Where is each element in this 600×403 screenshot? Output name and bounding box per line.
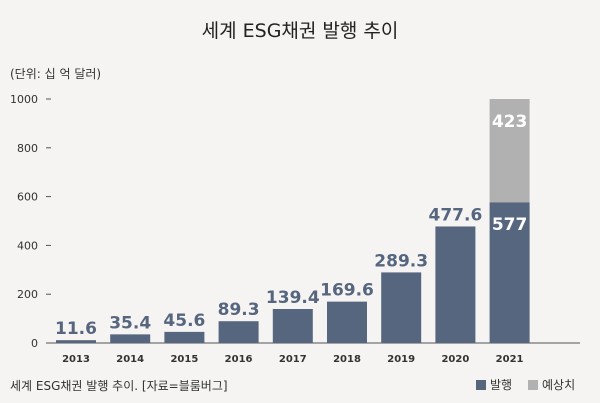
unit-label: (단위: 십 억 달러) — [10, 67, 101, 81]
data-label-forecast: 423 — [492, 112, 528, 132]
data-label-issued: 89.3 — [218, 300, 260, 320]
chart-title: 세계 ESG채권 발행 추이 — [202, 20, 399, 42]
x-tick-label: 2019 — [387, 354, 415, 365]
bar-issued — [272, 308, 313, 343]
x-tick-label: 2013 — [62, 354, 90, 365]
data-label-issued: 45.6 — [163, 311, 205, 331]
y-tick-label: 800 — [17, 142, 38, 155]
bar-issued — [489, 202, 530, 343]
x-tick-label: 2017 — [279, 354, 307, 365]
x-tick-label: 2014 — [116, 354, 144, 365]
x-axis: 2013 2014 2015 2016 2017 2018 2019 2020 2021 — [62, 354, 523, 365]
y-tick-label: 0 — [31, 337, 38, 350]
data-label-issued: 289.3 — [374, 251, 428, 271]
data-label-issued: 35.4 — [109, 313, 151, 333]
legend-label: 예상치 — [542, 378, 575, 392]
data-label-issued: 477.6 — [429, 205, 483, 225]
x-tick-label: 2018 — [333, 354, 361, 365]
bar-issued — [218, 321, 259, 343]
y-axis: 0 200 400 600 800 1000 — [10, 93, 51, 350]
legend-swatch — [476, 380, 486, 390]
bar-forecast — [489, 99, 530, 203]
bar-issued — [56, 340, 96, 343]
y-tick-label: 600 — [17, 191, 38, 204]
data-label-issued: 169.6 — [320, 281, 374, 301]
source-note: 세계 ESG채권 발행 추이. [자료=블룸버그] — [10, 378, 228, 393]
bar-issued — [327, 301, 367, 343]
y-tick-label: 400 — [17, 239, 38, 252]
data-label-issued: 577 — [492, 215, 528, 235]
data-label-issued: 11.6 — [55, 319, 97, 339]
y-tick-label: 1000 — [10, 93, 38, 106]
bar-issued — [435, 226, 476, 343]
x-tick-label: 2016 — [225, 354, 253, 365]
x-tick-label: 2021 — [496, 354, 524, 365]
legend-label: 발행 — [490, 377, 512, 392]
x-tick-label: 2015 — [170, 354, 198, 365]
bar-issued — [110, 334, 151, 343]
data-label-issued: 139.4 — [266, 288, 320, 308]
x-tick-label: 2020 — [441, 354, 469, 365]
y-tick-label: 200 — [17, 288, 38, 301]
bar-issued — [164, 331, 205, 343]
bar-issued — [381, 272, 422, 343]
legend-swatch — [528, 380, 538, 390]
legend: 발행 예상치 — [476, 377, 575, 392]
